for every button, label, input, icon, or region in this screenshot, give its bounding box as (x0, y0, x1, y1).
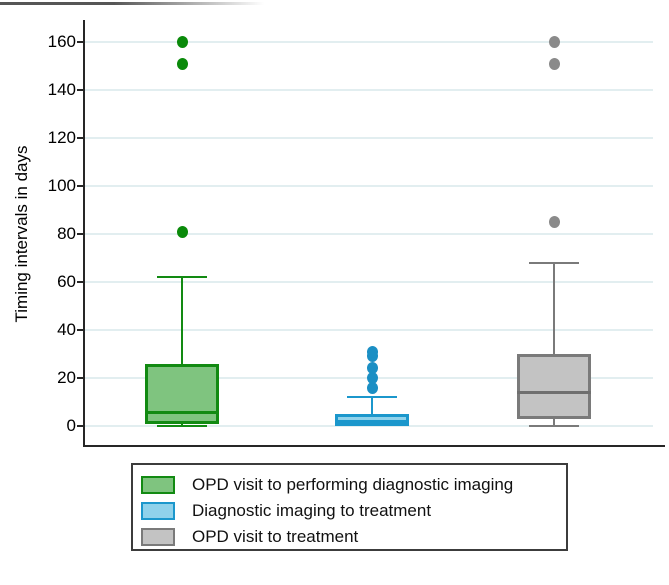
box-rect (145, 363, 219, 424)
gridline-y100 (85, 185, 653, 187)
median-line (517, 391, 591, 395)
x-axis-line (83, 445, 665, 447)
upper-whisker-line (371, 397, 373, 414)
y-axis-line (83, 20, 85, 447)
y-tick-60 (77, 281, 83, 283)
y-tick-label-20: 20 (57, 368, 76, 387)
y-tick-0 (77, 425, 83, 427)
y-tick-label-80: 80 (57, 224, 76, 243)
upper-whisker-cap (157, 276, 207, 279)
lower-whisker-line (553, 418, 555, 426)
legend-row-2: Diagnostic imaging to treatment (141, 498, 566, 523)
lower-whisker-line (181, 423, 183, 426)
outlier-dot (548, 216, 560, 228)
outlier-dot (176, 225, 188, 238)
upper-whisker-cap (529, 261, 579, 264)
gridline-y0 (85, 425, 653, 427)
y-tick-20 (77, 377, 83, 379)
median-line (335, 420, 409, 424)
legend-row-1: OPD visit to performing diagnostic imagi… (141, 472, 566, 497)
median-line (145, 410, 219, 414)
y-tick-label-120: 120 (47, 128, 76, 147)
y-tick-label-40: 40 (57, 320, 76, 339)
legend-label-3: OPD visit to treatment (192, 526, 359, 546)
legend-label-1: OPD visit to performing diagnostic imagi… (192, 474, 514, 494)
outlier-dot (366, 372, 378, 384)
outlier-dot (176, 36, 188, 48)
plot-area: 0 20 40 60 80 100 120 140 160 (47, 20, 665, 447)
legend: OPD visit to performing diagnostic imagi… (131, 463, 568, 551)
outlier-dot (366, 345, 378, 358)
outlier-dot (176, 57, 188, 70)
legend-swatch-2 (141, 501, 175, 520)
outlier-dot (366, 381, 378, 394)
y-tick-160 (77, 41, 83, 43)
upper-whisker-cap (347, 396, 397, 399)
y-tick-label-60: 60 (57, 272, 76, 291)
y-tick-label-0: 0 (66, 416, 76, 435)
gridline-y140 (85, 89, 653, 91)
gridline-y40 (85, 329, 653, 331)
y-tick-120 (77, 137, 83, 139)
y-tick-label-140: 140 (47, 80, 76, 99)
lower-whisker-cap (529, 425, 579, 427)
y-tick-80 (77, 233, 83, 235)
outlier-dot (366, 362, 378, 375)
upper-whisker-line (181, 277, 183, 364)
y-tick-40 (77, 329, 83, 331)
top-partial-rule (0, 2, 300, 5)
y-tick-label-160: 160 (47, 32, 76, 51)
gridline-y160 (85, 41, 653, 43)
outlier-dot (548, 57, 560, 70)
upper-whisker-line (553, 262, 555, 354)
outlier-dot (548, 36, 560, 48)
legend-swatch-1 (141, 475, 175, 494)
gridline-y120 (85, 137, 653, 139)
box-rect (517, 354, 591, 419)
legend-swatch-3 (141, 527, 175, 546)
lower-whisker-cap (157, 425, 207, 427)
gridline-y80 (85, 233, 653, 235)
gridline-y60 (85, 281, 653, 283)
y-tick-140 (77, 89, 83, 91)
y-tick-100 (77, 185, 83, 187)
legend-label-2: Diagnostic imaging to treatment (192, 500, 432, 520)
legend-row-3: OPD visit to treatment (141, 524, 566, 549)
y-tick-label-100: 100 (47, 176, 76, 195)
